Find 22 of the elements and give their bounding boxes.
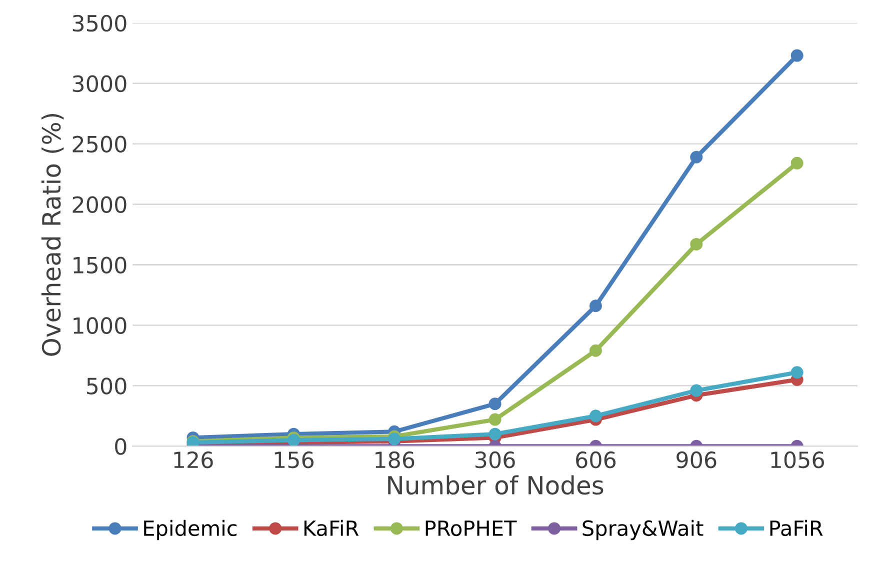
x-tick-label: 906 [676, 451, 716, 468]
legend-label: PaFiR [770, 520, 823, 536]
x-tick-label: 606 [576, 451, 616, 468]
y-tick-label: 1500 [74, 256, 126, 274]
x-tick-label: 1056 [771, 451, 824, 468]
y-tick-label: 2000 [72, 196, 126, 214]
x-tick-label: 186 [376, 451, 414, 468]
y-tick-label: 0 [115, 438, 126, 455]
x-tick-label: 126 [174, 451, 213, 468]
legend-label: Spray&Wait [582, 520, 704, 540]
y-tick-label: 3000 [72, 75, 126, 92]
y-tick-label: 2500 [72, 136, 126, 153]
legend-label: PRoPHET [426, 520, 517, 536]
x-axis-title: Number of Nodes [388, 475, 604, 495]
legend-label: Epidemic [144, 520, 237, 540]
x-tick-label: 306 [476, 451, 515, 468]
x-tick-label: 156 [274, 451, 314, 468]
y-axis-title: Overhead Ratio (%) [41, 114, 64, 356]
y-tick-label: 3500 [72, 14, 126, 32]
y-tick-label: 1000 [74, 317, 126, 334]
legend-label: KaFiR [304, 520, 359, 536]
y-tick-label: 500 [87, 378, 126, 394]
